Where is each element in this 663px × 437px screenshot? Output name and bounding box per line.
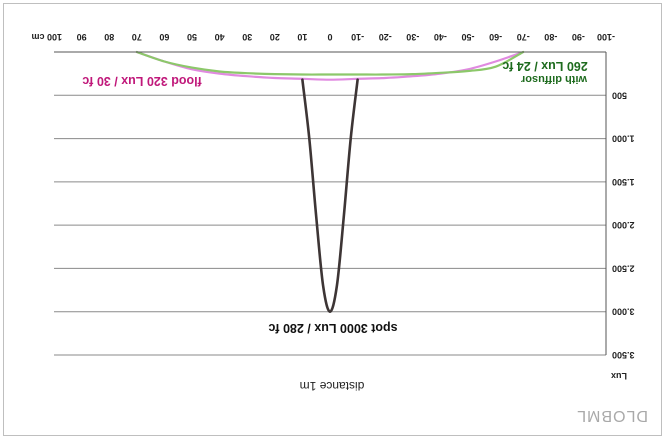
x-tick-label: -80: [544, 32, 557, 42]
x-axis-title: distance 1m: [300, 379, 365, 393]
x-tick-label: 50: [187, 32, 197, 42]
y-tick-label: 1.500: [612, 177, 635, 187]
x-tick-label: -100: [597, 32, 615, 42]
x-tick-label: -20: [379, 32, 392, 42]
x-tick-label: -30: [406, 32, 419, 42]
flood-annotation: flood 320 Lux / 30 fc: [82, 74, 202, 88]
x-tick-label: 30: [242, 32, 252, 42]
x-tick-label: -10: [351, 32, 364, 42]
x-tick-label: 0: [327, 32, 332, 42]
y-axis-unit-label: Lux: [611, 371, 627, 381]
series-lines: [135, 50, 525, 313]
x-tick-label: -50: [461, 32, 474, 42]
y-tick-label: 2.000: [612, 220, 635, 230]
x-tick-label: 40: [215, 32, 225, 42]
diffusor-annotation-line2: with diffusor: [520, 73, 588, 85]
spot-annotation: spot 3000 Lux / 280 fc: [268, 321, 397, 335]
x-tick-label: 10: [297, 32, 307, 42]
x-tick-label: -90: [572, 32, 585, 42]
y-tick-label: 1.000: [612, 134, 635, 144]
axes: [54, 51, 607, 355]
x-tick-label: -40: [434, 32, 447, 42]
x-tick-label: -70: [517, 32, 530, 42]
diffusor-annotation-line1: 260 Lux / 24 fc: [502, 59, 588, 73]
x-tick-label: 100 cm: [31, 32, 62, 42]
x-tick-label: 20: [270, 32, 280, 42]
y-tick-label: 3.500: [612, 350, 635, 360]
x-tick-label: -60: [489, 32, 502, 42]
x-tick-labels: -100-90-80-70-60-50-40-30-20-10010203040…: [31, 32, 615, 42]
diffusor-series-line: [135, 50, 525, 76]
y-tick-labels: 500 1.000 1.500 2.000 2.500 3.000 3.500: [612, 90, 635, 360]
x-tick-label: 60: [159, 32, 169, 42]
watermark-logo: DLOBML: [576, 407, 648, 424]
y-tick-label: 3.000: [612, 307, 635, 317]
y-tick-label: 500: [612, 90, 627, 100]
y-tick-label: 2.500: [612, 263, 635, 273]
x-tick-label: 70: [132, 32, 142, 42]
x-tick-label: 80: [104, 32, 114, 42]
spot-series-line: [301, 78, 359, 313]
x-tick-label: 90: [77, 32, 87, 42]
figure-frame: [3, 3, 662, 436]
